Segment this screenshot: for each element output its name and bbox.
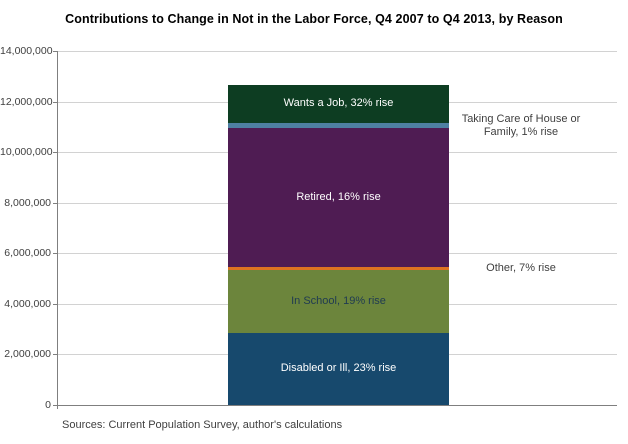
- source-note: Sources: Current Population Survey, auth…: [62, 419, 343, 431]
- segment-annotation-other: Other, 7% rise: [486, 262, 556, 274]
- segment-label-in-school: In School, 19% rise: [291, 294, 386, 307]
- y-axis-tick-label: 8,000,000: [4, 197, 51, 209]
- bar-segment-other: [228, 267, 449, 270]
- gridline: [57, 51, 617, 52]
- y-axis-tick: [53, 152, 57, 153]
- y-axis-line: [57, 51, 58, 409]
- y-axis-tick-label: 12,000,000: [0, 96, 53, 108]
- y-axis-tick-label: 2,000,000: [4, 348, 51, 360]
- chart-title: Contributions to Change in Not in the La…: [65, 12, 563, 26]
- y-axis-tick-label: 10,000,000: [0, 146, 53, 158]
- y-axis-tick: [53, 253, 57, 254]
- y-axis-tick: [53, 354, 57, 355]
- segment-label-wants-a-job: Wants a Job, 32% rise: [283, 97, 394, 109]
- y-axis-tick-label: 4,000,000: [4, 298, 51, 310]
- x-axis-line: [57, 405, 617, 406]
- bar-segment-in-school: [228, 270, 449, 333]
- y-axis-tick-label: 14,000,000: [0, 45, 53, 57]
- bar-segment-wants-a-job: [228, 85, 449, 123]
- segment-label-retired: Retired, 16% rise: [296, 190, 381, 203]
- bar-segment-retired: [228, 128, 449, 267]
- y-axis-tick: [53, 102, 57, 103]
- y-axis-tick: [53, 51, 57, 52]
- y-axis-tick: [53, 304, 57, 305]
- y-axis-tick-label: 6,000,000: [4, 247, 51, 259]
- y-axis-tick-label: 0: [45, 399, 51, 411]
- y-axis-tick: [53, 405, 57, 406]
- bar-segment-disabled-or-ill: [228, 333, 449, 405]
- segment-annotation-taking-care-of-house-or-family: Taking Care of House or Family, 1% rise: [461, 112, 581, 138]
- bar-segment-taking-care-of-house-or-family: [228, 123, 449, 128]
- segment-label-disabled-or-ill: Disabled or Ill, 23% rise: [280, 362, 397, 374]
- y-axis-tick: [53, 203, 57, 204]
